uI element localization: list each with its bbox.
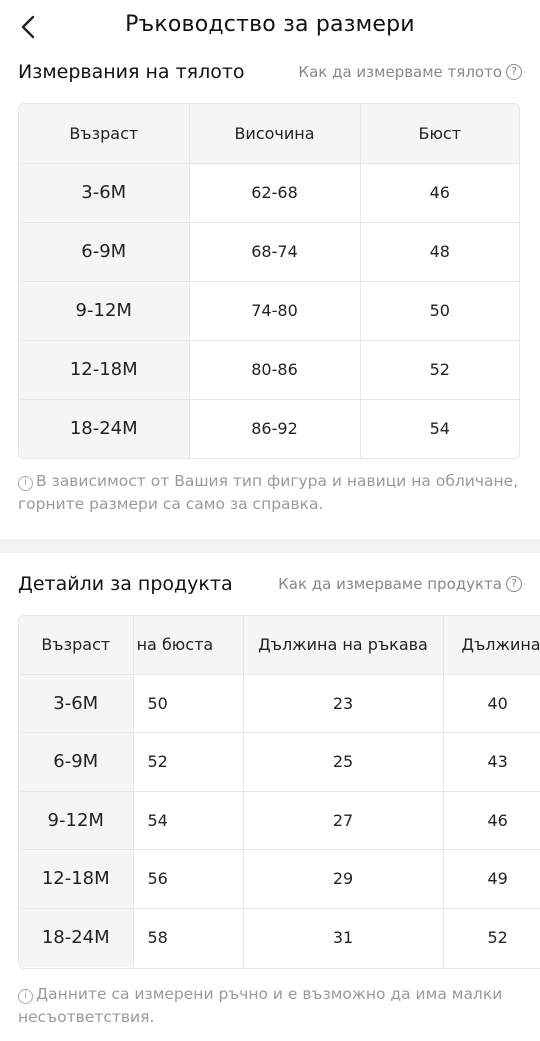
info-icon: i: [18, 476, 33, 491]
back-button[interactable]: [14, 12, 44, 42]
sleeve-length-cell: 29: [243, 849, 444, 909]
table-row: 3-6M 62-68 46: [19, 163, 519, 223]
body-section-header: Измервания на тялото Как да измерваме тя…: [18, 57, 522, 87]
bust-width-cell: 58: [133, 908, 244, 967]
product-section-header: Детайли за продукта Как да измерваме про…: [18, 569, 522, 599]
body-note-text: В зависимост от Вашия тип фигура и навиц…: [18, 472, 519, 513]
how-to-measure-body-label: Как да измерваме тялото: [298, 63, 502, 81]
table-row: 12-18M 80-86 52: [19, 340, 519, 400]
column-header: Възраст: [19, 104, 190, 164]
length-cell: 40: [443, 674, 540, 733]
bust-cell: 54: [429, 419, 450, 439]
age-cell: 12-18M: [19, 849, 134, 909]
product-note-text: Данните са измерени ръчно и е възможно д…: [18, 985, 503, 1026]
age-cell: 3-6M: [19, 163, 190, 223]
age-cell: 9-12M: [19, 281, 190, 341]
length-cell: 49: [443, 849, 540, 909]
age-cell: 12-18M: [19, 340, 190, 400]
how-to-measure-body-link[interactable]: Как да измерваме тялото ?: [298, 63, 522, 81]
column-header: ер на бюста: [133, 616, 244, 675]
body-section-title: Измервания на тялото: [18, 61, 245, 83]
bust-cell: 46: [360, 163, 519, 223]
table-row: 18-24M 58 31 52: [19, 908, 540, 967]
header: Ръководство за размери: [0, 0, 540, 56]
height-cell: 86-92: [189, 399, 361, 458]
table-row: 3-6M 50 23 40: [19, 674, 540, 733]
column-header: Височина: [189, 104, 361, 164]
table-row: 12-18M 56 29 49: [19, 849, 540, 909]
table-header-row: Възраст Височина Бюст: [19, 104, 519, 164]
sleeve-length-cell: 27: [243, 791, 444, 850]
question-icon: ?: [506, 576, 522, 592]
age-cell: 18-24M: [19, 908, 134, 967]
product-details-table[interactable]: Възраст ер на бюста Дължина на ръкава Дъ…: [18, 615, 540, 969]
table-row: 6-9M 68-74 48: [19, 222, 519, 282]
height-cell: 74-80: [189, 281, 361, 341]
bust-width-cell: 50: [133, 674, 244, 733]
bust-width-cell: 54: [133, 791, 244, 850]
column-header: Бюст: [360, 104, 519, 164]
chevron-left-icon: [21, 15, 35, 39]
bust-cell: 52: [360, 340, 519, 400]
section-divider: [0, 539, 540, 553]
length-cell: 46: [443, 791, 540, 850]
table-row: 18-24M 86-92 54: [19, 399, 519, 458]
bust-width-cell: 52: [133, 732, 244, 792]
body-measurements-table: Възраст Височина Бюст 3-6M 62-68 46 6-9M…: [18, 103, 520, 459]
product-size-note: i Данните са измерени ръчно и е възможно …: [18, 983, 522, 1029]
info-icon: i: [18, 989, 33, 1004]
table-row: 9-12M 54 27 46: [19, 791, 540, 850]
age-cell: 3-6M: [19, 674, 134, 733]
height-cell: 80-86: [189, 340, 361, 400]
question-icon: ?: [506, 64, 522, 80]
product-section-title: Детайли за продукта: [18, 573, 233, 595]
how-to-measure-product-label: Как да измерваме продукта: [278, 575, 502, 593]
age-cell: 6-9M: [19, 222, 190, 282]
bust-cell: 50: [360, 281, 519, 341]
sleeve-length-cell: 25: [243, 732, 444, 792]
height-cell: 68-74: [189, 222, 361, 282]
page-title: Ръководство за размери: [125, 12, 415, 37]
sleeve-length-cell: 23: [243, 674, 444, 733]
how-to-measure-product-link[interactable]: Как да измерваме продукта ?: [278, 575, 522, 593]
length-cell: 43: [443, 732, 540, 792]
age-cell: 6-9M: [19, 732, 134, 792]
bust-cell: 48: [360, 222, 519, 282]
table-header-row: Възраст ер на бюста Дължина на ръкава Дъ…: [19, 616, 540, 675]
table-row: 6-9M 52 25 43: [19, 732, 540, 792]
length-cell: 52: [487, 928, 508, 947]
column-header: Дължина: [443, 616, 540, 675]
age-cell: 9-12M: [19, 791, 134, 850]
table-row: 9-12M 74-80 50: [19, 281, 519, 341]
height-cell: 62-68: [189, 163, 361, 223]
column-header: Дължина на ръкава: [243, 616, 444, 675]
column-header: Възраст: [19, 616, 134, 675]
sleeve-length-cell: 31: [243, 908, 444, 967]
bust-width-cell: 56: [133, 849, 244, 909]
age-cell: 18-24M: [19, 399, 190, 458]
